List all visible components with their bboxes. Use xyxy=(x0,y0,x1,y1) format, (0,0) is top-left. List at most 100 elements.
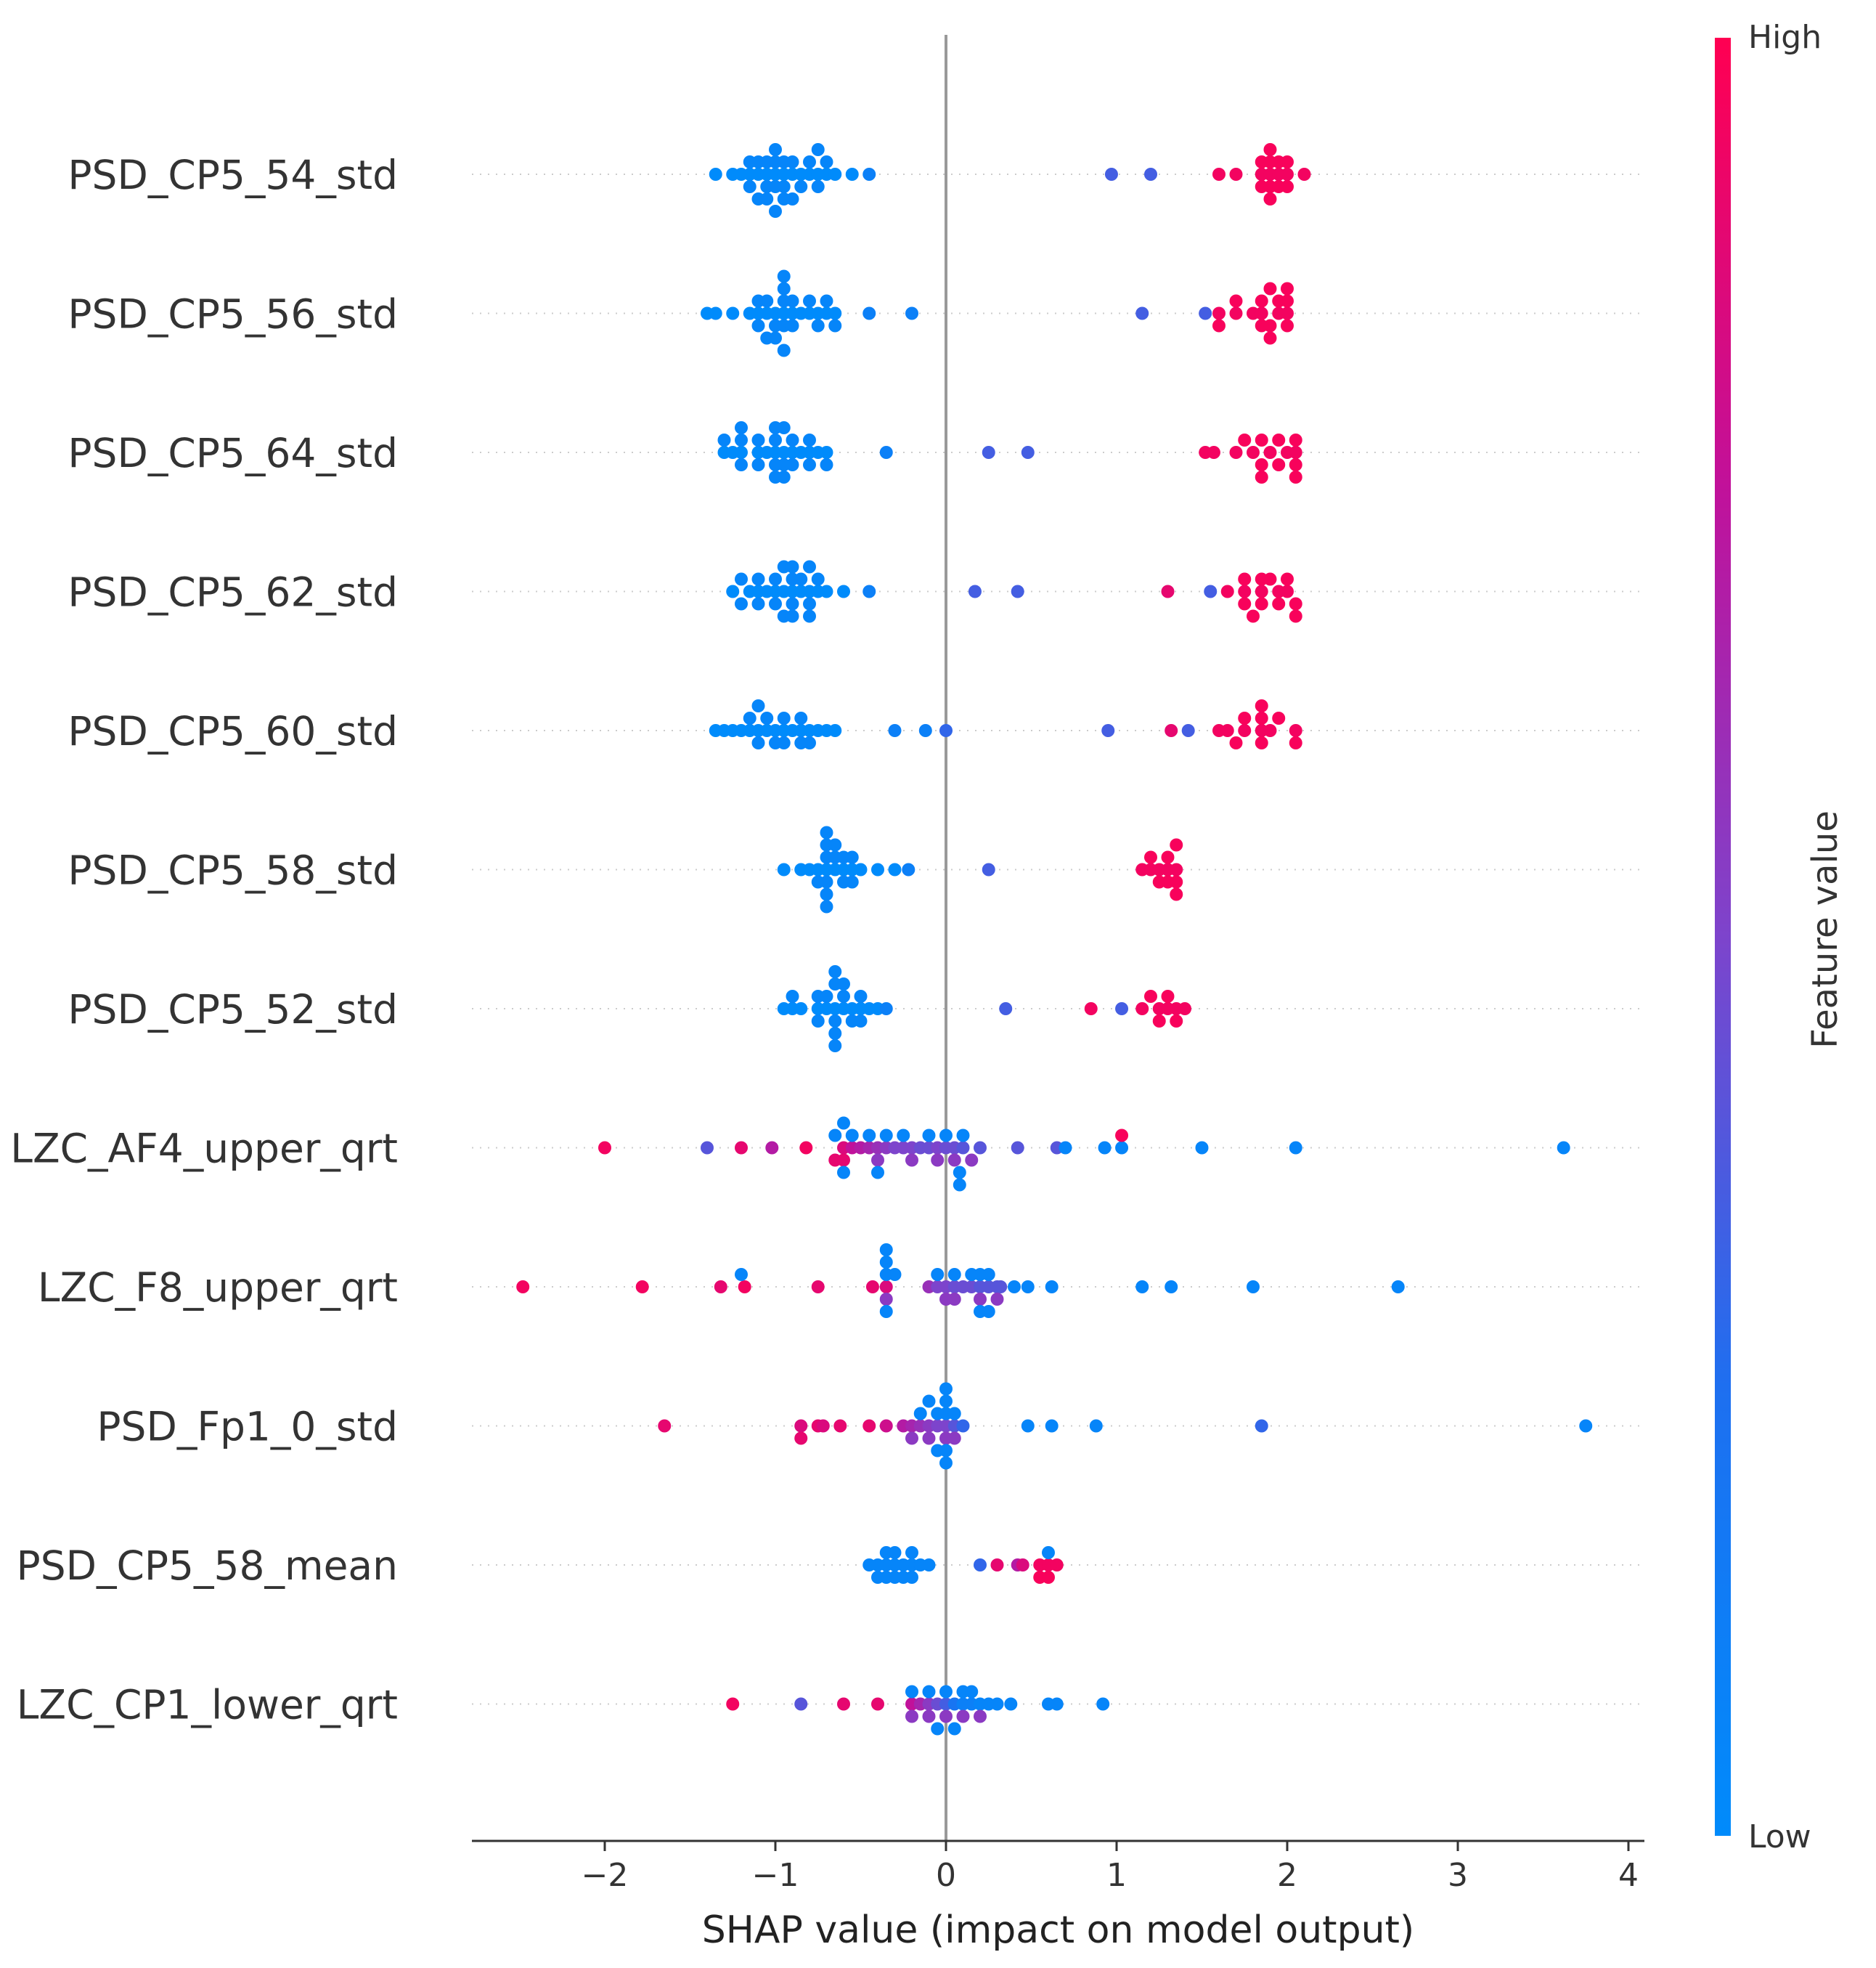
shap-point xyxy=(1272,712,1286,725)
feature-label: PSD_CP5_60_std xyxy=(68,708,398,755)
shap-point xyxy=(1229,446,1243,459)
shap-point xyxy=(803,434,816,447)
shap-point xyxy=(1165,1280,1178,1293)
shap-point xyxy=(947,1407,961,1420)
shap-point xyxy=(1255,434,1268,447)
shap-point xyxy=(751,699,765,712)
shap-point xyxy=(786,434,799,447)
shap-point xyxy=(1229,306,1243,320)
shap-point xyxy=(828,838,842,852)
shap-point xyxy=(735,421,748,434)
shap-point xyxy=(1220,585,1234,598)
shap-point xyxy=(956,1419,970,1433)
shap-point xyxy=(1101,724,1115,737)
shap-point xyxy=(1021,446,1035,459)
shap-point xyxy=(769,572,782,586)
shap-point xyxy=(956,1141,970,1155)
shap-point xyxy=(1170,1015,1183,1028)
shap-point xyxy=(811,180,825,193)
shap-point xyxy=(738,1280,751,1293)
shap-point xyxy=(965,1685,979,1699)
shap-point xyxy=(956,1709,970,1723)
x-tick-label: 1 xyxy=(1106,1857,1127,1894)
shap-point xyxy=(879,1002,893,1015)
shap-point xyxy=(1135,306,1149,320)
shap-point xyxy=(862,168,876,181)
shap-point xyxy=(760,294,774,308)
shap-point xyxy=(803,609,816,623)
shap-point xyxy=(1272,434,1286,447)
shap-point xyxy=(939,1685,953,1699)
shap-point xyxy=(905,1709,918,1723)
shap-point xyxy=(777,421,791,434)
shap-point xyxy=(1281,585,1294,598)
feature-label: PSD_CP5_56_std xyxy=(68,291,398,338)
shap-point xyxy=(1195,1141,1209,1155)
shap-point xyxy=(974,1141,987,1155)
shap-point xyxy=(1281,282,1294,296)
shap-point xyxy=(751,597,765,611)
shap-point xyxy=(1289,597,1302,611)
shap-point xyxy=(1289,446,1302,459)
shap-point xyxy=(837,1116,850,1130)
shap-point xyxy=(871,1697,884,1711)
shap-point xyxy=(717,434,731,447)
shap-point xyxy=(1115,1002,1129,1015)
shap-point xyxy=(1238,724,1252,737)
shap-point xyxy=(1281,180,1294,193)
shap-point xyxy=(635,1280,649,1293)
shap-point xyxy=(1011,1141,1024,1155)
shap-point xyxy=(1050,1558,1064,1571)
shap-point xyxy=(820,900,833,914)
shap-point xyxy=(803,294,816,308)
shap-point xyxy=(828,965,842,978)
shap-point xyxy=(994,1280,1008,1293)
shap-point xyxy=(1263,446,1277,459)
shap-point xyxy=(1281,294,1294,308)
shap-point xyxy=(922,1129,936,1142)
shap-point xyxy=(658,1419,672,1433)
shap-point xyxy=(1255,585,1268,598)
shap-point xyxy=(1042,1546,1055,1559)
shap-point xyxy=(888,1546,902,1559)
shap-point xyxy=(905,1571,918,1584)
shap-point xyxy=(845,1129,859,1142)
shap-point xyxy=(879,446,893,459)
shap-point xyxy=(1255,1419,1268,1433)
feature-label: PSD_CP5_52_std xyxy=(68,986,398,1033)
shap-point xyxy=(828,306,842,320)
shap-point xyxy=(871,1153,884,1167)
shap-point xyxy=(786,458,799,471)
shap-point xyxy=(982,1268,995,1281)
shap-point xyxy=(743,180,756,193)
shap-point xyxy=(1008,1280,1021,1293)
shap-point xyxy=(862,585,876,598)
shap-point xyxy=(1289,609,1302,623)
x-axis: −2 −1 0 1 2 3 4 xyxy=(472,1839,1644,1894)
shap-point xyxy=(1170,875,1183,889)
shap-point xyxy=(1042,1571,1055,1584)
shap-point xyxy=(751,458,765,471)
feature-label: PSD_CP5_62_std xyxy=(68,569,398,616)
shap-point xyxy=(820,155,833,168)
shap-point xyxy=(1289,724,1302,737)
shap-point xyxy=(1229,294,1243,308)
shap-point xyxy=(828,1027,842,1040)
shap-point xyxy=(1263,319,1277,333)
shap-point xyxy=(990,1697,1004,1711)
shap-point xyxy=(953,1166,966,1179)
shap-point xyxy=(905,1153,918,1167)
shap-point xyxy=(879,1293,893,1306)
shap-point xyxy=(1178,1002,1191,1015)
shap-point xyxy=(879,1419,893,1433)
shap-point xyxy=(769,205,782,218)
shap-point xyxy=(828,724,842,737)
shap-point xyxy=(598,1141,611,1155)
shap-point xyxy=(879,1129,893,1142)
shap-point xyxy=(1238,712,1252,725)
shap-point xyxy=(751,319,765,333)
shap-point xyxy=(820,990,833,1003)
shap-point xyxy=(939,1709,953,1723)
shap-point xyxy=(854,1015,868,1028)
shap-point xyxy=(1004,1697,1018,1711)
